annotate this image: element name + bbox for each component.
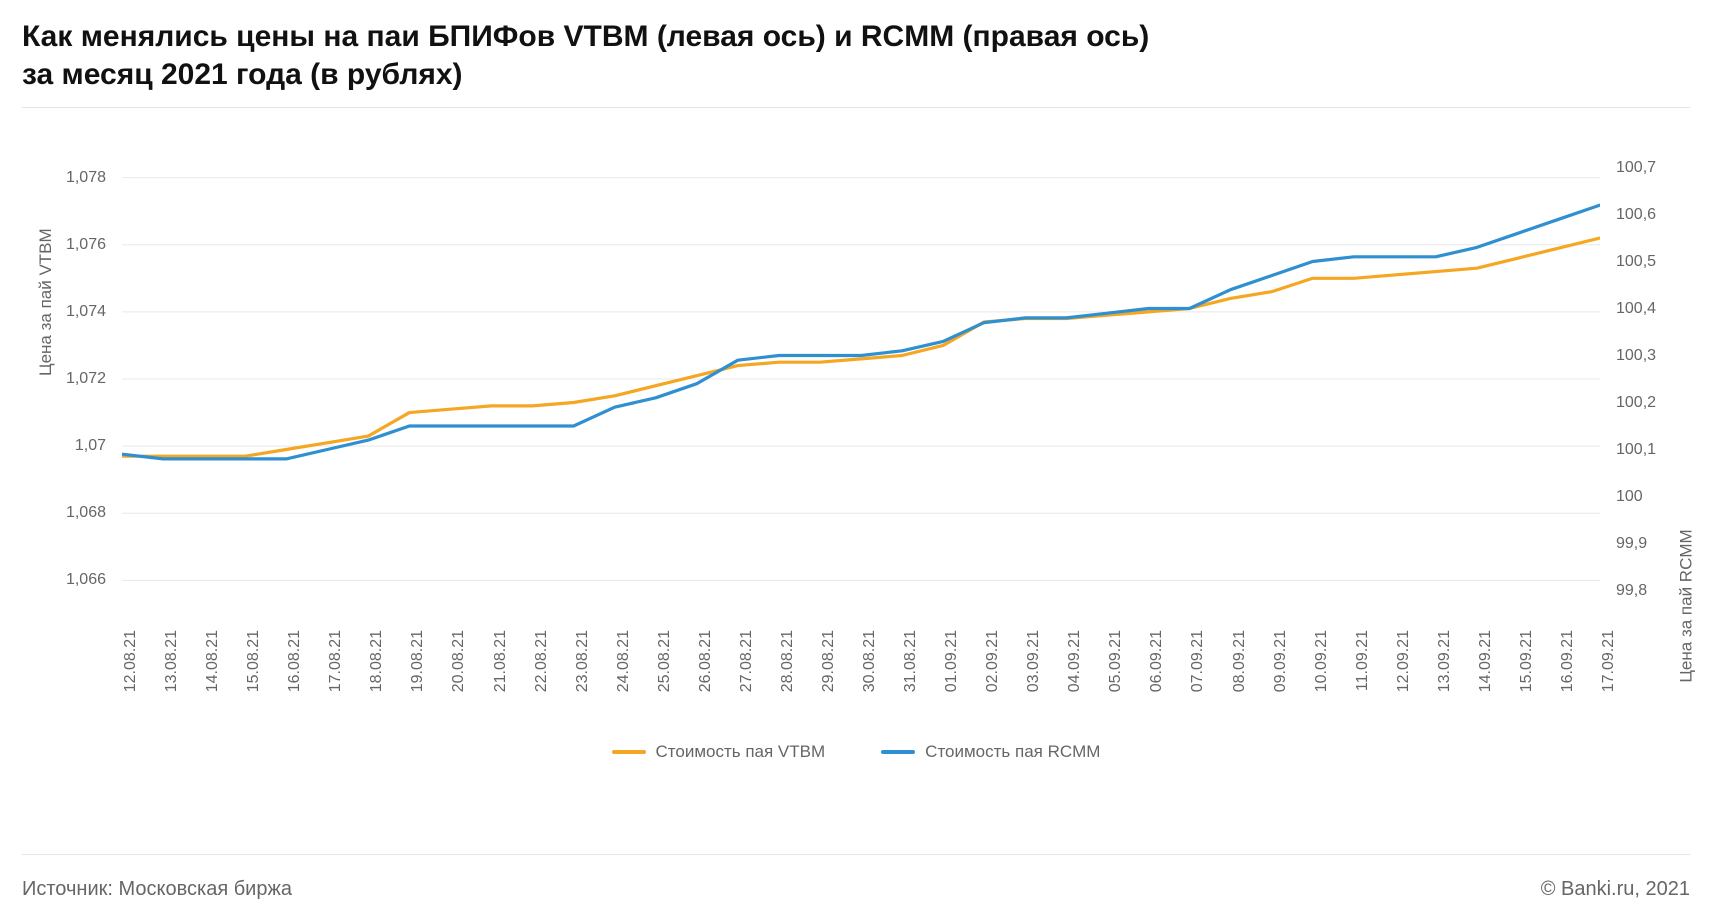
x-tick: 21.08.21	[492, 630, 510, 692]
legend-label-vtbm: Стоимость пая VTBM	[656, 742, 826, 762]
y-left-tick: 1,068	[22, 504, 114, 522]
x-tick: 28.08.21	[779, 630, 797, 692]
x-tick: 12.08.21	[122, 630, 140, 692]
y-right-tick: 100,6	[1608, 206, 1690, 224]
y-left-tick: 1,07	[22, 437, 114, 455]
divider-top	[22, 107, 1690, 108]
series-Стоимость пая RCMM	[122, 205, 1600, 459]
x-tick: 17.09.21	[1600, 630, 1618, 692]
y-left-tick-labels: 1,066 1,068 1,07 1,072 1,074 1,076 1,078	[22, 144, 114, 614]
series-Стоимость пая VTBM	[122, 238, 1600, 456]
x-tick: 30.08.21	[861, 630, 879, 692]
x-tick: 14.09.21	[1477, 630, 1495, 692]
x-tick: 03.09.21	[1025, 630, 1043, 692]
x-tick: 15.08.21	[245, 630, 263, 692]
x-tick: 01.09.21	[943, 630, 961, 692]
x-tick: 07.09.21	[1189, 630, 1207, 692]
y-right-tick: 100,5	[1608, 253, 1690, 271]
x-tick: 10.09.21	[1313, 630, 1331, 692]
y-right-tick: 100,1	[1608, 441, 1690, 459]
x-tick: 02.09.21	[984, 630, 1002, 692]
x-tick: 19.08.21	[409, 630, 427, 692]
legend-item-rcmm: Стоимость пая RCMM	[881, 742, 1100, 762]
legend-item-vtbm: Стоимость пая VTBM	[612, 742, 826, 762]
x-tick: 16.08.21	[286, 630, 304, 692]
y-right-tick: 100,3	[1608, 347, 1690, 365]
y-left-tick: 1,078	[22, 169, 114, 187]
source-label: Источник: Московская биржа	[22, 878, 292, 901]
copyright-label: © Banki.ru, 2021	[1541, 878, 1690, 901]
x-tick: 29.08.21	[820, 630, 838, 692]
x-tick: 25.08.21	[656, 630, 674, 692]
chart-card: Как менялись цены на паи БПИФов VTBM (ле…	[0, 0, 1712, 915]
legend-swatch-rcmm	[881, 750, 915, 754]
x-tick: 22.08.21	[533, 630, 551, 692]
y-left-tick: 1,072	[22, 370, 114, 388]
y-right-tick-labels: 99,8 99,9 100 100,1 100,2 100,3 100,4 100,5 100,…	[1608, 144, 1690, 614]
legend: Стоимость пая VTBM Стоимость пая RCMM	[22, 742, 1690, 762]
x-tick: 12.09.21	[1395, 630, 1413, 692]
y-left-tick: 1,074	[22, 303, 114, 321]
x-tick: 18.08.21	[368, 630, 386, 692]
chart-title: Как менялись цены на паи БПИФов VTBM (ле…	[22, 18, 1690, 93]
y-right-tick: 99,8	[1608, 582, 1690, 600]
x-tick: 31.08.21	[902, 630, 920, 692]
x-tick: 15.09.21	[1518, 630, 1536, 692]
x-tick: 09.09.21	[1272, 630, 1290, 692]
legend-label-rcmm: Стоимость пая RCMM	[925, 742, 1100, 762]
x-tick: 13.09.21	[1436, 630, 1454, 692]
x-tick: 11.09.21	[1354, 630, 1372, 691]
y-right-tick: 100,2	[1608, 394, 1690, 412]
x-tick: 08.09.21	[1231, 630, 1249, 692]
y-right-tick: 100,7	[1608, 159, 1690, 177]
y-right-tick: 100	[1608, 488, 1690, 506]
x-tick: 13.08.21	[163, 630, 181, 692]
chart-title-line1: Как менялись цены на паи БПИФов VTBM (ле…	[22, 20, 1149, 53]
divider-bottom	[22, 854, 1690, 855]
x-tick: 24.08.21	[615, 630, 633, 692]
x-tick: 16.09.21	[1559, 630, 1577, 692]
x-tick: 05.09.21	[1107, 630, 1125, 692]
legend-swatch-vtbm	[612, 750, 646, 754]
plot-area	[122, 144, 1600, 614]
chart-title-line2: за месяц 2021 года (в рублях)	[22, 58, 463, 91]
x-tick: 27.08.21	[738, 630, 756, 692]
y-left-tick: 1,066	[22, 571, 114, 589]
x-tick: 14.08.21	[204, 630, 222, 692]
chart-area: Цена за пай VTBM Цена за пай RCMM 1,0661…	[22, 126, 1690, 806]
y-right-tick: 100,4	[1608, 300, 1690, 318]
x-tick: 20.08.21	[450, 630, 468, 692]
plot-svg	[122, 144, 1600, 614]
x-tick: 06.09.21	[1148, 630, 1166, 692]
y-left-tick: 1,076	[22, 236, 114, 254]
x-tick-labels: 12.08.21 13.08.21 14.08.21 15.08.21 16.08.21…	[122, 620, 1600, 730]
x-tick: 23.08.21	[574, 630, 592, 692]
x-tick: 17.08.21	[327, 630, 345, 692]
y-right-tick: 99,9	[1608, 535, 1690, 553]
x-tick: 26.08.21	[697, 630, 715, 692]
x-tick: 04.09.21	[1066, 630, 1084, 692]
footer: Источник: Московская биржа © Banki.ru, 2…	[22, 866, 1690, 901]
